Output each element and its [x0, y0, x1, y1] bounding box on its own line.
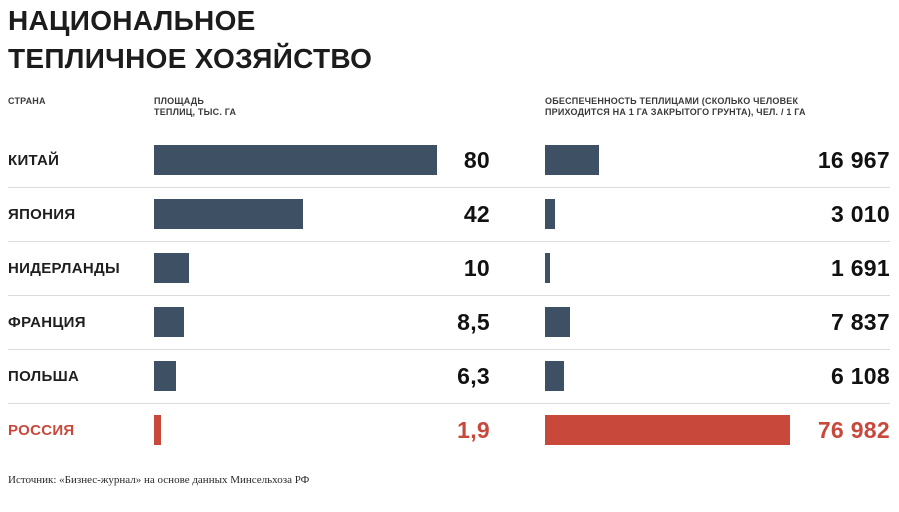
- table-row: ФРАНЦИЯ 8,5 7 837: [8, 296, 890, 350]
- area-value: 42: [463, 201, 490, 227]
- page-title: НАЦИОНАЛЬНОЕ ТЕПЛИЧНОЕ ХОЗЯЙСТВО: [8, 2, 372, 78]
- country-label: РОССИЯ: [8, 422, 75, 439]
- provision-value: 3 010: [830, 201, 890, 227]
- provision-value: 6 108: [830, 363, 890, 389]
- table-row: НИДЕРЛАНДЫ 10 1 691: [8, 242, 890, 296]
- country-label: ЯПОНИЯ: [8, 206, 76, 223]
- provision-value: 76 982: [817, 417, 890, 443]
- area-bar: [154, 199, 303, 229]
- area-value: 8,5: [457, 309, 490, 335]
- area-value: 10: [463, 255, 490, 281]
- provision-bar: [545, 199, 555, 229]
- area-bar: [154, 361, 176, 391]
- provision-value: 16 967: [817, 147, 890, 173]
- area-value: 6,3: [457, 363, 490, 389]
- country-label: НИДЕРЛАНДЫ: [8, 260, 120, 277]
- table-row: РОССИЯ 1,9 76 982: [8, 404, 890, 457]
- country-label: ПОЛЬША: [8, 368, 80, 385]
- page-title-line1: НАЦИОНАЛЬНОЕ: [8, 5, 256, 36]
- area-bar: [154, 415, 161, 445]
- table-row: ПОЛЬША 6,3 6 108: [8, 350, 890, 404]
- country-label: ФРАНЦИЯ: [8, 314, 86, 331]
- area-bar: [154, 253, 189, 283]
- table-row: ЯПОНИЯ 42 3 010: [8, 188, 890, 242]
- area-bar: [154, 307, 184, 337]
- chart-rows: КИТАЙ 80 16 967 ЯПОНИЯ 42 3 010 НИДЕРЛАНДЫ 10 1 …: [8, 134, 890, 457]
- provision-bar: [545, 307, 570, 337]
- provision-value: 1 691: [830, 255, 890, 281]
- area-value: 80: [463, 147, 490, 173]
- country-label: КИТАЙ: [8, 152, 60, 169]
- provision-bar: [545, 415, 790, 445]
- column-header-area: ПЛОЩАДЬ ТЕПЛИЦ, ТЫС. ГА: [154, 96, 237, 117]
- area-value: 1,9: [457, 417, 490, 443]
- page-title-line2: ТЕПЛИЧНОЕ ХОЗЯЙСТВО: [8, 43, 373, 74]
- column-header-country: СТРАНА: [8, 96, 46, 106]
- table-row: КИТАЙ 80 16 967: [8, 134, 890, 188]
- provision-bar: [545, 253, 550, 283]
- provision-bar: [545, 145, 599, 175]
- provision-value: 7 837: [830, 309, 890, 335]
- source-note: Источник: «Бизнес-журнал» на основе данн…: [8, 474, 310, 486]
- area-bar: [154, 145, 437, 175]
- provision-bar: [545, 361, 564, 391]
- column-header-provision: ОБЕСПЕЧЕННОСТЬ ТЕПЛИЦАМИ (СКОЛЬКО ЧЕЛОВЕ…: [545, 96, 806, 117]
